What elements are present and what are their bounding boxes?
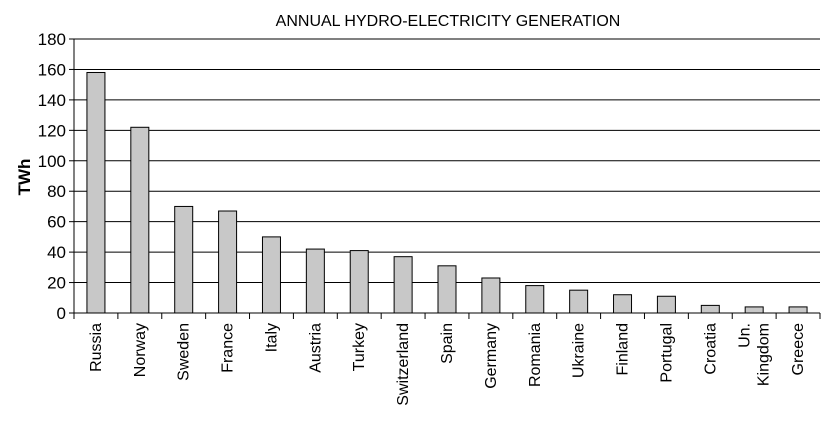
- x-tick-label: Switzerland: [395, 323, 412, 406]
- x-tick-label: Portugal: [658, 323, 675, 383]
- x-tick-label: Sweden: [176, 323, 193, 381]
- bar-italy: [261, 236, 281, 314]
- bar-switzerland: [393, 256, 413, 314]
- bar-ukraine: [569, 289, 589, 314]
- y-tick-label: 180: [38, 30, 66, 49]
- y-axis-label: TWh: [15, 159, 34, 196]
- bar-turkey: [349, 250, 369, 314]
- x-tick-label: Turkey: [351, 323, 368, 371]
- bar-sweden: [174, 205, 194, 314]
- x-tick-label: Croatia: [702, 323, 719, 375]
- bars: [86, 71, 808, 314]
- x-tick-label: Un.: [737, 323, 754, 348]
- x-tick-label: France: [220, 323, 237, 373]
- gridlines: [74, 38, 820, 284]
- y-tick-label: 20: [47, 274, 66, 293]
- x-tick-label: Romania: [527, 323, 544, 387]
- x-tick-label: Spain: [439, 323, 456, 364]
- y-tick-label: 80: [47, 182, 66, 201]
- bar-austria: [305, 248, 325, 314]
- bar-russia: [86, 71, 106, 314]
- bar-un-kingdom: [744, 306, 764, 314]
- bar-spain: [437, 265, 457, 314]
- y-tick-label: 140: [38, 91, 66, 110]
- bar-romania: [525, 285, 545, 314]
- y-tick-label: 120: [38, 121, 66, 140]
- bar-finland: [613, 294, 633, 314]
- axes: [69, 38, 821, 319]
- bar-greece: [788, 306, 808, 314]
- x-tick-label: Finland: [615, 323, 632, 375]
- x-tick-label: Norway: [132, 323, 149, 377]
- bar-croatia: [700, 304, 720, 314]
- bar-norway: [130, 126, 150, 314]
- x-tick-label: Austria: [307, 323, 324, 373]
- y-tick-label: 40: [47, 243, 66, 262]
- y-tick-label: 60: [47, 213, 66, 232]
- y-tick-label: 0: [57, 304, 66, 323]
- bar-germany: [481, 277, 501, 314]
- y-tick-label: 100: [38, 152, 66, 171]
- x-tick-label: Kingdom: [756, 323, 773, 386]
- x-tick-label: Germany: [483, 323, 500, 389]
- bar-france: [218, 210, 238, 314]
- chart-title: ANNUAL HYDRO-ELECTRICITY GENERATION: [276, 13, 621, 30]
- x-tick-label: Greece: [790, 323, 807, 376]
- y-tick-label: 160: [38, 60, 66, 79]
- x-tick-label: Italy: [263, 323, 280, 352]
- bar-portugal: [656, 295, 676, 314]
- x-tick-labels: Russia Norway Sweden France Italy Austria Turk…: [88, 323, 807, 406]
- x-tick-label: Russia: [88, 323, 105, 372]
- x-tick-label: Ukraine: [571, 323, 588, 378]
- y-tick-labels: 0 20 40 60 80 100 120 140 160 180: [38, 30, 66, 323]
